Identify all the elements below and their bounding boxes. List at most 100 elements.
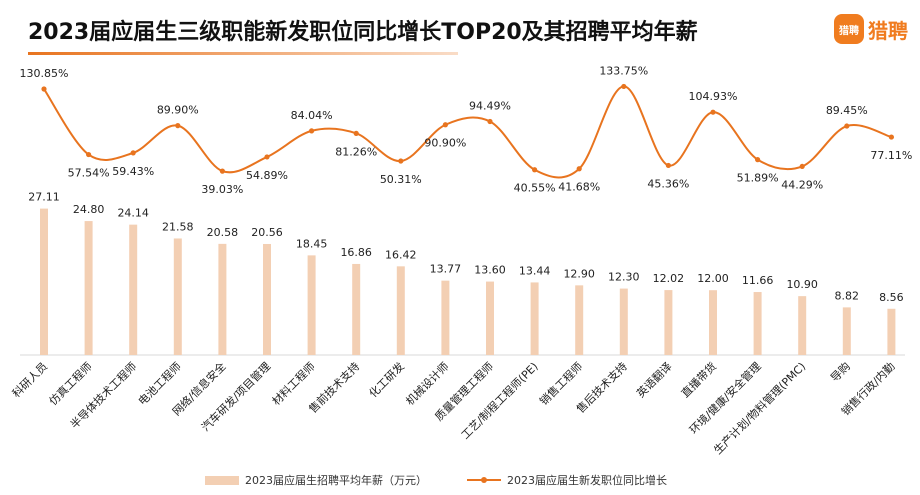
growth-point [442, 122, 448, 128]
growth-value-label: 94.49% [469, 100, 511, 113]
logo-text: 猎聘 [868, 18, 908, 43]
bar-value-label: 12.90 [563, 267, 595, 280]
growth-value-label: 133.75% [599, 64, 648, 77]
growth-line [43, 85, 892, 179]
bar-value-label: 13.77 [430, 263, 462, 276]
bar-value-label: 11.66 [742, 274, 774, 287]
growth-point [264, 154, 270, 160]
category-label: 科研人员 [9, 359, 50, 400]
bar-salary [753, 292, 762, 355]
growth-value-label: 45.36% [647, 177, 689, 190]
bar-salary [352, 263, 361, 355]
bar-salary [486, 281, 494, 355]
bar-salary [709, 290, 717, 355]
growth-point [309, 128, 315, 134]
growth-point [353, 130, 359, 136]
category-label: 机械设计师 [403, 359, 452, 408]
growth-value-label: 104.93% [689, 90, 738, 103]
bar-value-label: 12.02 [653, 272, 685, 285]
growth-point [621, 83, 627, 90]
growth-point [86, 151, 92, 158]
growth-value-label: 59.43% [112, 165, 154, 178]
bar-salary [441, 280, 450, 355]
growth-value-label: 130.85% [20, 67, 69, 80]
growth-value-label: 51.89% [737, 172, 779, 185]
growth-value-label: 50.31% [380, 173, 422, 186]
bar-value-label: 21.58 [162, 220, 194, 233]
bar-salary [173, 238, 182, 355]
bar-salary [798, 296, 807, 355]
growth-point [487, 118, 493, 125]
growth-value-label: 57.54% [68, 167, 110, 180]
category-label: 销售工程师 [537, 359, 586, 408]
bar-value-label: 13.44 [519, 264, 551, 277]
growth-point [175, 123, 181, 129]
bar-value-label: 20.56 [251, 226, 283, 239]
legend: 2023届应届生招聘平均年薪（万元） 2023届应届生新发职位同比增长 [205, 472, 667, 488]
growth-point [532, 167, 538, 173]
bar-salary [396, 266, 405, 355]
category-label: 直播带货 [678, 359, 719, 400]
growth-point [799, 163, 805, 170]
legend-item-salary: 2023届应届生招聘平均年薪（万元） [205, 472, 427, 488]
growth-point [398, 158, 404, 164]
bar-value-label: 13.60 [474, 264, 506, 277]
chart-title: 2023届应届生三级职能新发职位同比增长TOP20及其招聘平均年薪 [28, 20, 698, 45]
legend-item-growth: 2023届应届生新发职位同比增长 [467, 472, 667, 488]
bar-value-label: 16.86 [340, 246, 372, 259]
bar-salary [84, 221, 93, 355]
growth-point [576, 166, 582, 172]
bar-value-label: 18.45 [296, 237, 328, 250]
growth-point [888, 134, 895, 140]
growth-point [219, 168, 225, 174]
category-label: 导购 [827, 359, 852, 384]
legend-label-salary: 2023届应届生招聘平均年薪（万元） [245, 474, 427, 487]
bar-salary [307, 255, 316, 355]
growth-value-label: 41.68% [558, 181, 600, 194]
logo-icon: 猎聘 [834, 14, 864, 44]
growth-point [130, 150, 136, 156]
bar-salary [40, 208, 48, 355]
bar-salary [218, 243, 227, 355]
bar-value-label: 20.58 [207, 226, 239, 239]
growth-value-label: 44.29% [781, 178, 823, 191]
category-label: 电池工程师 [136, 360, 184, 408]
growth-value-label: 54.89% [246, 169, 288, 182]
bar-salary [887, 308, 896, 355]
legend-label-growth: 2023届应届生新发职位同比增长 [507, 474, 667, 487]
legend-bar-swatch [205, 475, 239, 485]
bar-salary [619, 288, 628, 355]
growth-value-label: 84.04% [291, 109, 333, 122]
growth-value-label: 90.90% [424, 137, 466, 150]
growth-point [755, 157, 761, 163]
bar-value-label: 27.11 [28, 191, 60, 204]
bar-salary [530, 282, 539, 355]
bar-value-label: 8.82 [835, 289, 860, 302]
title-underline [28, 52, 458, 55]
bar-salary [129, 224, 138, 355]
bar-salary [664, 290, 673, 355]
bar-value-label: 24.14 [117, 207, 149, 220]
bar-value-label: 12.00 [697, 272, 729, 285]
bar-salary [575, 285, 584, 355]
category-label: 材料工程师 [269, 359, 318, 408]
growth-value-label: 89.90% [157, 104, 199, 117]
bar-salary [842, 307, 851, 355]
growth-value-label: 39.03% [201, 183, 243, 196]
category-label: 英语翻译 [634, 359, 675, 400]
bar-value-label: 10.90 [786, 278, 818, 291]
growth-value-label: 40.55% [514, 182, 556, 195]
growth-point [844, 123, 850, 129]
growth-point [41, 86, 47, 92]
legend-line-swatch [467, 475, 501, 485]
growth-value-label: 77.11% [870, 149, 912, 162]
bar-value-label: 8.56 [879, 291, 904, 304]
liepin-logo: 猎聘 猎聘 [834, 14, 908, 44]
bar-value-label: 16.42 [385, 248, 417, 261]
bar-salary [263, 243, 271, 355]
category-label: 仿真工程师 [46, 359, 95, 408]
category-label: 生产计划/物料管理(PMC) [711, 359, 809, 457]
growth-point [710, 109, 716, 115]
growth-value-label: 89.45% [826, 104, 868, 117]
bar-value-label: 24.80 [73, 203, 105, 216]
